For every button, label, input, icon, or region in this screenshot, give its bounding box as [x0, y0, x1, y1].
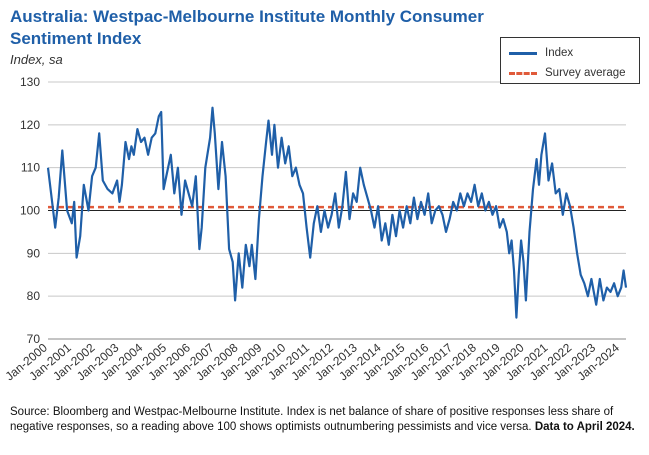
y-tick-label: 110 — [21, 161, 40, 175]
y-tick-label: 90 — [27, 246, 41, 260]
chart-title: Australia: Westpac-Melbourne Institute M… — [10, 7, 484, 48]
legend-swatch-index — [509, 51, 537, 55]
y-tick-label: 100 — [20, 204, 40, 218]
legend-item-average: Survey average — [509, 65, 626, 81]
source-text: Source: Bloomberg and Westpac-Melbourne … — [10, 406, 614, 433]
legend-swatch-average — [509, 71, 537, 75]
legend-item-index: Index — [509, 45, 573, 61]
chart-subtitle: Index, sa — [10, 52, 63, 67]
line-chart: 708090100110120130Jan-2000Jan-2001Jan-20… — [3, 75, 628, 383]
legend-label-index: Index — [545, 47, 574, 59]
y-tick-label: 80 — [27, 289, 41, 303]
legend-label-average: Survey average — [545, 67, 626, 79]
series-line-index — [46, 106, 628, 319]
chart-legend: Index Survey average — [500, 37, 640, 84]
y-tick-label: 120 — [20, 118, 40, 132]
source-note: Source: Bloomberg and Westpac-Melbourne … — [10, 405, 640, 435]
y-tick-label: 130 — [20, 75, 40, 89]
y-tick-label: 70 — [27, 332, 41, 346]
source-data-date: Data to April 2024. — [534, 421, 635, 433]
